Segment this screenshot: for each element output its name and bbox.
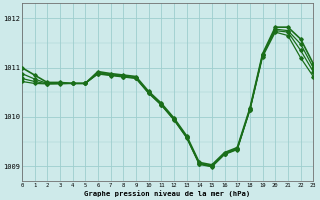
X-axis label: Graphe pression niveau de la mer (hPa): Graphe pression niveau de la mer (hPa) <box>84 190 251 197</box>
